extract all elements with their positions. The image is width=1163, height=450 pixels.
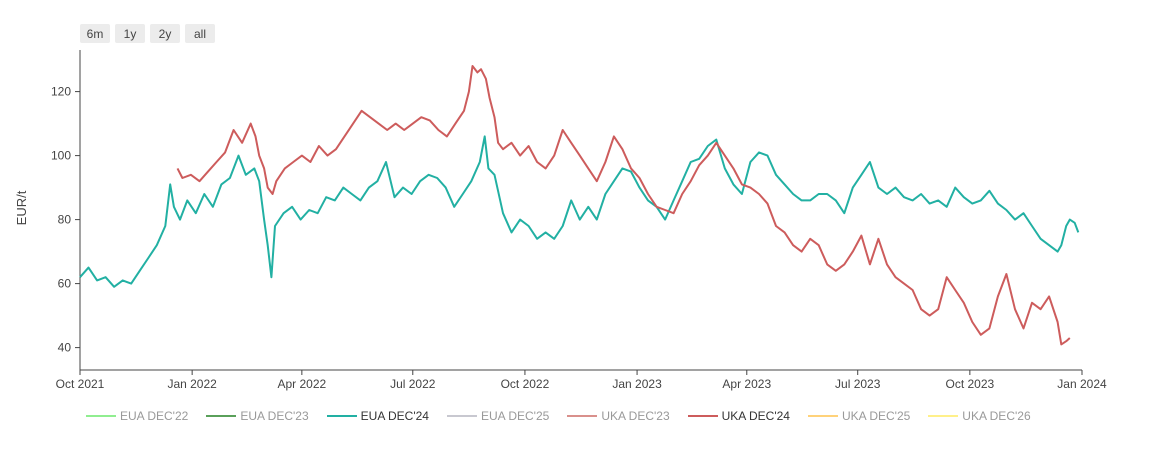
legend-swatch (86, 415, 116, 417)
legend-label: UKA DEC'25 (841, 409, 911, 423)
legend-item-uka-dec-24[interactable]: UKA DEC'24 (687, 409, 790, 423)
y-tick-label: 80 (58, 213, 72, 227)
x-tick-label: Jan 2024 (1057, 377, 1107, 391)
chart-plot: 40 60 80 100 120 Oct 2021 Jan 2022 Apr 2022 Jul … (14, 50, 1107, 391)
series-line-eua-dec-24 (79, 135, 1080, 288)
x-tick-label: Oct 2021 (56, 377, 105, 391)
range-2y-button[interactable]: 2y (150, 24, 180, 43)
y-tick-label: 120 (51, 85, 71, 99)
legend-item-uka-dec-26[interactable]: UKA DEC'26 (928, 409, 1031, 423)
legend-item-eua-dec-23[interactable]: EUA DEC'23 (206, 409, 309, 423)
legend-label: UKA DEC'24 (721, 409, 790, 423)
legend-label: EUA DEC'25 (480, 409, 550, 423)
y-axis-title: EUR/t (14, 190, 29, 225)
y-tick-label: 100 (51, 149, 71, 163)
legend-label: EUA DEC'23 (240, 409, 309, 423)
legend-swatch (326, 415, 357, 417)
legend-label: EUA DEC'22 (120, 409, 189, 423)
legend-swatch (446, 415, 477, 417)
range-6m-button[interactable]: 6m (80, 24, 110, 43)
x-tick-label: Apr 2023 (722, 377, 771, 391)
legend-label: EUA DEC'24 (360, 409, 429, 423)
legend-swatch (206, 415, 237, 417)
legend-item-eua-dec-22[interactable]: EUA DEC'22 (86, 409, 188, 423)
legend-item-uka-dec-25[interactable]: UKA DEC'25 (807, 409, 911, 423)
y-tick-label: 40 (58, 341, 72, 355)
x-tick-label: Jul 2023 (835, 377, 881, 391)
legend-item-uka-dec-23[interactable]: UKA DEC'23 (567, 409, 670, 423)
chart-series-lines (79, 65, 1080, 346)
legend-label: UKA DEC'26 (962, 409, 1031, 423)
legend-item-eua-dec-24[interactable]: EUA DEC'24 (326, 409, 429, 423)
chart-axes: 40 60 80 100 120 Oct 2021 Jan 2022 Apr 2022 Jul … (51, 50, 1107, 391)
x-tick-label: Jan 2023 (612, 377, 662, 391)
legend-label: UKA DEC'23 (601, 409, 670, 423)
x-tick-label: Oct 2023 (946, 377, 995, 391)
y-tick-label: 60 (58, 277, 72, 291)
range-1y-button[interactable]: 1y (115, 24, 145, 43)
chart-legend: EUA DEC'22 EUA DEC'23 EUA DEC'24 EUA DEC'25… (86, 409, 1049, 423)
series-line-uka-dec-24 (176, 65, 1071, 346)
legend-swatch (687, 415, 718, 417)
legend-swatch (928, 415, 959, 417)
range-all-button[interactable]: all (185, 24, 215, 43)
legend-item-eua-dec-25[interactable]: EUA DEC'25 (446, 409, 550, 423)
x-tick-label: Jul 2022 (390, 377, 436, 391)
x-tick-label: Oct 2022 (501, 377, 550, 391)
legend-swatch (567, 415, 598, 417)
x-tick-label: Apr 2022 (278, 377, 327, 391)
x-tick-label: Jan 2022 (167, 377, 217, 391)
legend-swatch (807, 415, 838, 417)
